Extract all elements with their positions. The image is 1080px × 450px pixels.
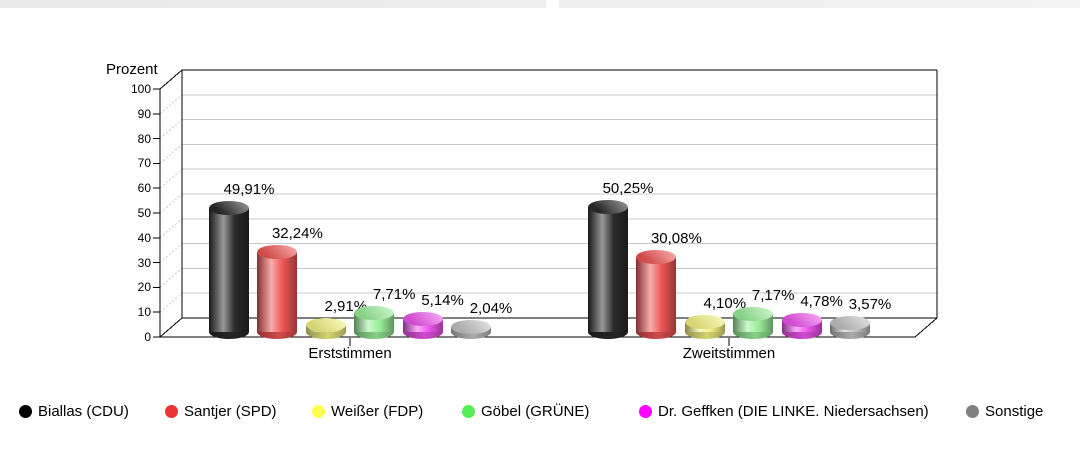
legend-color-dot-icon	[966, 404, 979, 418]
bar-cylinder	[305, 317, 346, 339]
x-category-label: Erststimmen	[308, 345, 392, 362]
legend-item: Biallas (CDU)	[19, 398, 129, 424]
legend-item: Weißer (FDP)	[312, 398, 423, 424]
legend-color-dot-icon	[639, 404, 652, 418]
bar-cylinder	[636, 250, 677, 339]
y-axis-tick-label: 0	[144, 330, 151, 344]
bar-top-cap	[830, 316, 870, 331]
bar-value-label: 2,04%	[469, 299, 513, 317]
y-axis-tick-label: 80	[137, 131, 151, 146]
legend-label: Santjer (SPD)	[184, 402, 277, 420]
bar-body	[257, 252, 298, 332]
bar-top-cap	[257, 245, 298, 260]
y-axis-tick-label: 30	[137, 255, 151, 270]
y-axis-tick-label: 50	[137, 206, 151, 220]
bar-value-label: 7,71%	[372, 285, 416, 303]
legend-item: Santjer (SPD)	[165, 398, 277, 424]
bar-top-cap	[684, 314, 725, 329]
bar-cylinder	[588, 200, 628, 339]
y-axis-tick-label: 10	[137, 305, 151, 320]
legend-label: Dr. Geffken (DIE LINKE. Niedersachsen)	[658, 402, 929, 420]
bar-value-label: 30,08%	[650, 230, 702, 248]
bar-cylinder	[781, 313, 822, 339]
y-axis-tick-label: 100	[130, 82, 151, 96]
legend-label: Biallas (CDU)	[38, 402, 129, 420]
legend-label: Weißer (FDP)	[331, 402, 424, 420]
bar-value-label: 7,17%	[751, 287, 795, 305]
bar-body	[588, 207, 628, 332]
legend-color-dot-icon	[19, 404, 32, 418]
bar-cylinder	[209, 201, 249, 339]
bar-cylinder	[684, 314, 725, 339]
legend-label: Göbel (GRÜNE)	[481, 402, 590, 420]
bar-cylinder	[257, 245, 298, 339]
bar-top-cap	[402, 312, 443, 327]
legend-item: Sonstige	[966, 398, 1043, 424]
legend-label: Sonstige	[985, 402, 1044, 420]
y-axis-title: Prozent	[106, 61, 158, 78]
legend-item: Göbel (GRÜNE)	[462, 398, 589, 424]
top-strip-gap	[546, 0, 559, 8]
bar-cylinder	[402, 312, 443, 339]
x-category-label: Zweitstimmen	[682, 345, 776, 362]
bar-cylinder	[354, 305, 395, 339]
y-axis-tick-label: 90	[137, 106, 151, 121]
bar-body	[209, 208, 249, 332]
bar-top-cap	[636, 250, 677, 265]
legend-color-dot-icon	[165, 404, 178, 418]
bar-value-label: 4,10%	[703, 294, 747, 312]
bar-top-cap	[354, 305, 395, 320]
legend-item: Dr. Geffken (DIE LINKE. Niedersachsen)	[639, 398, 929, 424]
bar-value-label: 49,91%	[223, 181, 275, 199]
bar-top-cap	[588, 200, 628, 215]
legend-color-dot-icon	[462, 404, 475, 418]
y-axis-tick-label: 70	[137, 156, 151, 171]
bar-top-cap	[733, 307, 774, 322]
legend: Biallas (CDU) Santjer (SPD) Weißer (FDP) Gö…	[0, 398, 1080, 424]
y-axis-tick-label: 60	[137, 181, 151, 196]
bar-value-label: 5,14%	[421, 292, 464, 310]
bar-value-label: 4,78%	[800, 293, 843, 311]
bar-value-label: 32,24%	[271, 225, 323, 243]
bar-top-cap	[305, 317, 346, 332]
bar-body	[636, 257, 677, 332]
bar-top-cap	[209, 201, 249, 216]
top-strip	[0, 0, 1080, 8]
legend-color-dot-icon	[312, 404, 325, 418]
bar-cylinder	[733, 307, 774, 339]
bar-value-label: 3,57%	[848, 296, 892, 314]
bar-value-label: 50,25%	[602, 180, 654, 198]
y-axis-tick-label: 20	[137, 280, 151, 295]
bar-cylinder	[451, 319, 491, 339]
y-axis-tick-label: 40	[137, 230, 151, 245]
bar-top-cap	[781, 313, 822, 328]
bar-top-cap	[451, 319, 491, 334]
bar-cylinder	[830, 316, 870, 339]
